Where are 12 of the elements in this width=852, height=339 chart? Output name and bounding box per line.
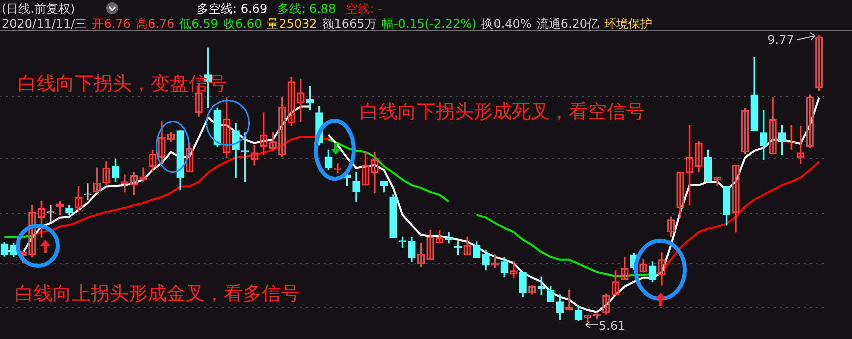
annotation: 白线向下拐头形成死叉，看空信号 [360, 101, 645, 123]
text: : - [370, 2, 382, 16]
annotation: 白线向上拐头形成金叉，看多信号 [15, 283, 300, 305]
text: 多线 [278, 2, 302, 16]
text: : 6.88 [302, 2, 336, 16]
text: 多空线 [197, 2, 233, 16]
text: : 6.69 [233, 2, 268, 16]
chart-title: (日线.前复权) [2, 2, 76, 16]
text: 空线 [346, 2, 370, 16]
text: 2020/11/11/三 开6.76 高6.76 低6.59 收6.60 量25032 额1665万 幅-0.15(-2.22%) 换0.40% 流通6.20亿 环境保护 [2, 17, 653, 31]
annotation: 9.77 [768, 33, 794, 47]
annotation: 5.61 [598, 319, 626, 333]
